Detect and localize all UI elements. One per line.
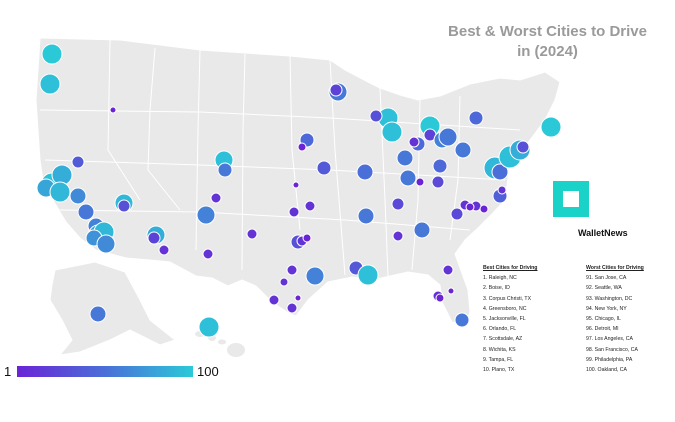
worst-city-item: 95. Chicago, IL (586, 316, 621, 323)
city-marker (286, 302, 298, 314)
city-marker (357, 264, 379, 286)
city-marker (305, 266, 325, 286)
worst-city-item: 99. Philadelphia, PA (586, 356, 633, 363)
city-marker (415, 177, 425, 187)
city-marker (117, 199, 131, 213)
city-marker (294, 294, 302, 302)
city-marker (540, 116, 562, 138)
worst-cities-header: Worst Cities for Driving (586, 265, 644, 271)
city-marker (356, 163, 374, 181)
city-marker (516, 140, 530, 154)
city-marker (468, 110, 484, 126)
city-markers (36, 43, 562, 338)
color-scale-bar (17, 366, 193, 377)
city-marker (369, 109, 383, 123)
worst-city-item: 97. Los Angeles, CA (586, 336, 634, 343)
city-marker (71, 155, 85, 169)
city-marker (450, 207, 464, 221)
city-marker (438, 127, 458, 147)
city-marker (49, 181, 71, 203)
city-marker (442, 264, 454, 276)
city-marker (381, 121, 403, 143)
city-marker (217, 162, 233, 178)
city-marker (202, 248, 214, 260)
best-city-item: 3. Corpus Christi, TX (483, 295, 532, 302)
worst-city-item: 100. Oakland, CA (586, 367, 627, 374)
city-marker (392, 230, 404, 242)
city-marker (454, 312, 470, 328)
worst-city-item: 92. Seattle, WA (586, 285, 622, 292)
best-city-item: 9. Tampa, FL (483, 356, 514, 363)
city-marker (431, 175, 445, 189)
worst-city-item: 91. San Jose, CA (586, 275, 627, 282)
best-cities-header: Best Cities for Driving (483, 265, 538, 271)
city-marker (413, 221, 431, 239)
city-marker (454, 141, 472, 159)
worst-cities-list: Worst Cities for Driving 91. San Jose, C… (586, 263, 644, 375)
city-marker (268, 294, 280, 306)
best-city-item: 8. Wichita, KS (483, 346, 516, 353)
best-city-item: 6. Orlando, FL (483, 326, 517, 333)
worst-city-item: 93. Washington, DC (586, 295, 633, 302)
worst-city-item: 94. New York, NY (586, 305, 627, 312)
city-marker (210, 192, 222, 204)
best-city-item: 4. Greensboro, NC (483, 305, 527, 312)
worst-city-item: 98. San Francisco, CA (586, 346, 638, 353)
city-marker (96, 234, 116, 254)
city-marker (302, 233, 312, 243)
city-marker (246, 228, 258, 240)
city-marker (357, 207, 375, 225)
city-marker (304, 200, 316, 212)
city-marker (465, 202, 475, 212)
best-city-item: 1. Raleigh, NC (483, 275, 517, 282)
walletnews-logo (553, 181, 589, 217)
scale-max-label: 100 (197, 364, 219, 379)
best-city-item: 5. Jacksonville, FL (483, 316, 526, 323)
city-marker (292, 181, 300, 189)
city-marker (408, 136, 420, 148)
city-marker (286, 264, 298, 276)
city-marker (158, 244, 170, 256)
logo-inner-square (563, 191, 579, 207)
city-marker (77, 203, 95, 221)
city-marker (69, 187, 87, 205)
map-title: Best & Worst Cities to Drive in (2024) (448, 23, 647, 60)
city-marker (41, 43, 63, 65)
city-marker (396, 149, 414, 167)
best-cities-list: Best Cities for Driving 1. Raleigh, NC 2… (483, 263, 537, 375)
city-marker (198, 316, 220, 338)
city-marker (196, 205, 216, 225)
city-marker (391, 197, 405, 211)
worst-city-item: 96. Detroit, MI (586, 326, 619, 333)
city-marker (288, 206, 300, 218)
city-marker (297, 142, 307, 152)
city-marker (89, 305, 107, 323)
best-city-item: 10. Plano, TX (483, 367, 515, 374)
city-marker (399, 169, 417, 187)
city-marker (39, 73, 61, 95)
scale-min-label: 1 (4, 364, 12, 379)
city-marker (435, 293, 445, 303)
city-marker (279, 277, 289, 287)
city-marker (316, 160, 332, 176)
best-city-item: 2. Boise, ID (483, 285, 510, 292)
city-marker (479, 204, 489, 214)
city-marker (147, 231, 161, 245)
city-marker (109, 106, 117, 114)
best-city-item: 7. Scottsdale, AZ (483, 336, 523, 343)
city-marker (491, 163, 509, 181)
alaska-shape (49, 261, 177, 356)
city-marker (432, 158, 448, 174)
city-marker (447, 287, 455, 295)
city-marker (329, 83, 343, 97)
city-marker (497, 185, 507, 195)
hawaii-shape (195, 331, 245, 357)
brand-name: WalletNews (578, 228, 628, 238)
